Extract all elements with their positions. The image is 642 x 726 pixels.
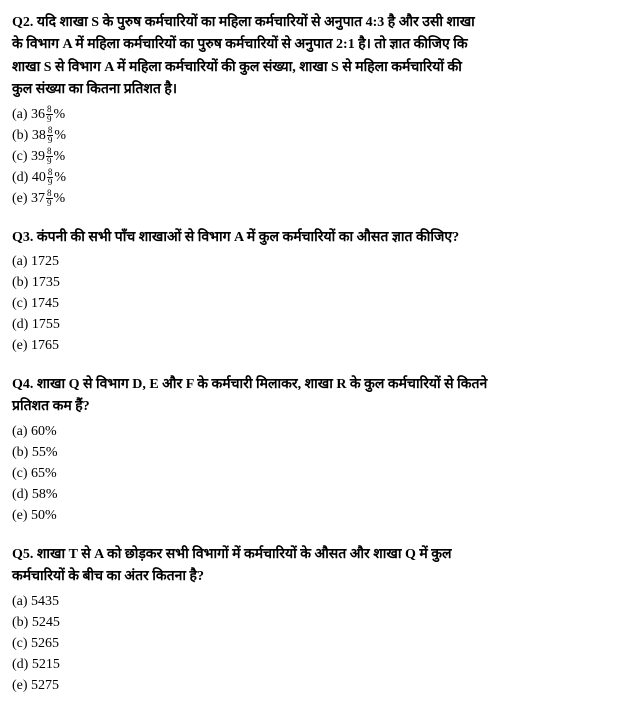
option-label: (b) xyxy=(12,128,28,143)
question-number: Q4. xyxy=(12,377,33,392)
option-d: (d) 58% xyxy=(12,484,630,505)
option-b: (b) 3889% xyxy=(12,125,630,146)
question-5-text: Q5. शाखा T से A को छोड़कर सभी विभागों मे… xyxy=(12,544,630,589)
option-suffix: % xyxy=(54,170,66,185)
denominator: 9 xyxy=(46,199,53,208)
question-number: Q2. xyxy=(12,15,33,30)
option-c: (c) 3989% xyxy=(12,146,630,167)
option-whole: 38 xyxy=(32,128,46,143)
option-whole: 39 xyxy=(31,149,45,164)
denominator: 9 xyxy=(46,157,53,166)
option-d: (d) 4089% xyxy=(12,167,630,188)
option-suffix: % xyxy=(54,191,66,206)
option-e: (e) 1765 xyxy=(12,335,630,356)
option-suffix: % xyxy=(54,107,66,122)
fraction: 89 xyxy=(46,189,53,208)
question-2-options: (a) 3689% (b) 3889% (c) 3989% (d) 4089% … xyxy=(12,104,630,209)
option-b: (b) 1735 xyxy=(12,272,630,293)
fraction: 89 xyxy=(47,126,54,145)
option-c: (c) 1745 xyxy=(12,293,630,314)
option-a: (a) 5435 xyxy=(12,591,630,612)
option-label: (c) xyxy=(12,149,28,164)
option-d: (d) 1755 xyxy=(12,314,630,335)
question-number: Q3. xyxy=(12,230,33,245)
question-line: प्रतिशत कम हैं? xyxy=(12,399,90,414)
option-label: (a) xyxy=(12,107,28,122)
question-line: शाखा Q से विभाग D, E और F के कर्मचारी मि… xyxy=(37,377,487,392)
option-label: (e) xyxy=(12,191,28,206)
fraction: 89 xyxy=(47,168,54,187)
option-suffix: % xyxy=(54,128,66,143)
option-c: (c) 65% xyxy=(12,463,630,484)
option-e: (e) 3789% xyxy=(12,188,630,209)
fraction: 89 xyxy=(46,147,53,166)
question-line: कंपनी की सभी पाँच शाखाओं से विभाग A में … xyxy=(37,230,459,245)
question-3-options: (a) 1725 (b) 1735 (c) 1745 (d) 1755 (e) … xyxy=(12,251,630,356)
question-5-options: (a) 5435 (b) 5245 (c) 5265 (d) 5215 (e) … xyxy=(12,591,630,696)
option-a: (a) 60% xyxy=(12,421,630,442)
question-line: के विभाग A में महिला कर्मचारियों का पुरु… xyxy=(12,37,468,52)
option-whole: 37 xyxy=(31,191,45,206)
question-4-text: Q4. शाखा Q से विभाग D, E और F के कर्मचार… xyxy=(12,374,630,419)
option-a: (a) 3689% xyxy=(12,104,630,125)
fraction: 89 xyxy=(46,105,53,124)
option-d: (d) 5215 xyxy=(12,654,630,675)
option-b: (b) 5245 xyxy=(12,612,630,633)
question-line: कर्मचारियों के बीच का अंतर कितना है? xyxy=(12,569,204,584)
option-a: (a) 1725 xyxy=(12,251,630,272)
question-3-text: Q3. कंपनी की सभी पाँच शाखाओं से विभाग A … xyxy=(12,227,630,249)
question-2-text: Q2. यदि शाखा S के पुरुष कर्मचारियों का म… xyxy=(12,12,630,102)
question-number: Q5. xyxy=(12,547,33,562)
option-e: (e) 50% xyxy=(12,505,630,526)
option-label: (d) xyxy=(12,170,28,185)
question-line: कुल संख्या का कितना प्रतिशत है। xyxy=(12,82,177,97)
question-line: शाखा T से A को छोड़कर सभी विभागों में कर… xyxy=(37,547,452,562)
question-line: शाखा S से विभाग A में महिला कर्मचारियों … xyxy=(12,60,462,75)
option-whole: 36 xyxy=(31,107,45,122)
option-suffix: % xyxy=(54,149,66,164)
option-b: (b) 55% xyxy=(12,442,630,463)
option-c: (c) 5265 xyxy=(12,633,630,654)
denominator: 9 xyxy=(47,178,54,187)
denominator: 9 xyxy=(46,115,53,124)
option-e: (e) 5275 xyxy=(12,675,630,696)
option-whole: 40 xyxy=(32,170,46,185)
question-4-options: (a) 60% (b) 55% (c) 65% (d) 58% (e) 50% xyxy=(12,421,630,526)
denominator: 9 xyxy=(47,136,54,145)
question-line: यदि शाखा S के पुरुष कर्मचारियों का महिला… xyxy=(37,15,475,30)
